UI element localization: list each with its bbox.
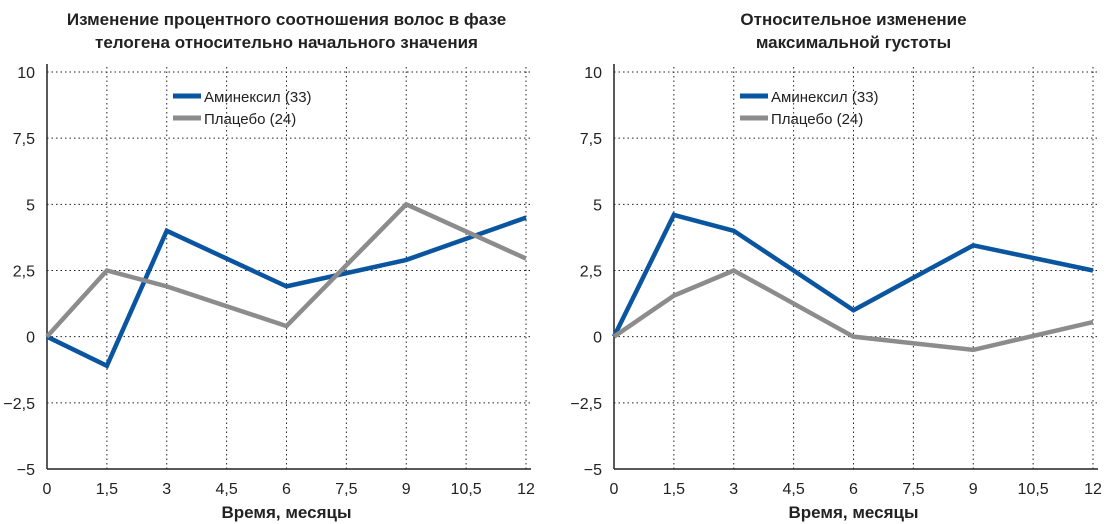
x-tick-label: 7,5 <box>335 481 357 498</box>
y-tick-label: 5 <box>26 197 35 214</box>
x-tick-label: 10,5 <box>451 481 482 498</box>
x-tick-label: 1,5 <box>96 481 118 498</box>
series-line-0 <box>46 215 527 369</box>
y-tick-label: 7,5 <box>580 131 602 148</box>
y-tick-label: −5 <box>17 462 35 479</box>
x-axis-label: Время, месяцы <box>789 503 919 522</box>
series-line-1 <box>612 268 1094 353</box>
y-tick-label: 0 <box>26 330 35 347</box>
x-tick-label: 10,5 <box>1018 481 1049 498</box>
legend-label: Плацебо (24) <box>204 111 296 128</box>
y-tick-label: 5 <box>593 197 602 214</box>
x-tick-label: 6 <box>849 481 858 498</box>
y-tick-label: −5 <box>584 462 602 479</box>
series-line-1 <box>45 201 527 339</box>
y-tick-label: 10 <box>584 65 602 82</box>
y-tick-label: 2,5 <box>580 264 602 281</box>
x-axis-label: Время, месяцы <box>222 503 352 522</box>
x-tick-label: 3 <box>162 481 171 498</box>
x-tick-label: 0 <box>43 481 52 498</box>
x-tick-label: 9 <box>969 481 978 498</box>
x-tick-label: 0 <box>610 481 619 498</box>
x-tick-label: 7,5 <box>902 481 924 498</box>
x-tick-label: 3 <box>729 481 738 498</box>
x-tick-label: 4,5 <box>216 481 238 498</box>
legend-label: Аминексил (33) <box>771 89 879 106</box>
x-tick-label: 1,5 <box>663 481 685 498</box>
chart-title: Изменение процентного соотношения волос … <box>67 10 506 29</box>
legend-label: Плацебо (24) <box>771 111 863 128</box>
y-tick-label: 10 <box>17 65 35 82</box>
x-tick-label: 4,5 <box>783 481 805 498</box>
x-tick-label: 12 <box>1084 481 1102 498</box>
y-tick-label: −2,5 <box>570 396 602 413</box>
y-tick-label: 2,5 <box>13 264 35 281</box>
x-tick-label: 9 <box>402 481 411 498</box>
x-tick-label: 12 <box>517 481 535 498</box>
legend-label: Аминексил (33) <box>204 89 312 106</box>
y-tick-label: −2,5 <box>3 396 35 413</box>
chart-title: телогена относительно начального значени… <box>95 33 478 52</box>
y-tick-label: 7,5 <box>13 131 35 148</box>
chart-title: Относительное изменение <box>740 10 966 29</box>
x-tick-label: 6 <box>282 481 291 498</box>
y-tick-label: 0 <box>593 330 602 347</box>
series-line-0 <box>611 212 1094 338</box>
chart-title: максимальной густоты <box>756 33 951 52</box>
